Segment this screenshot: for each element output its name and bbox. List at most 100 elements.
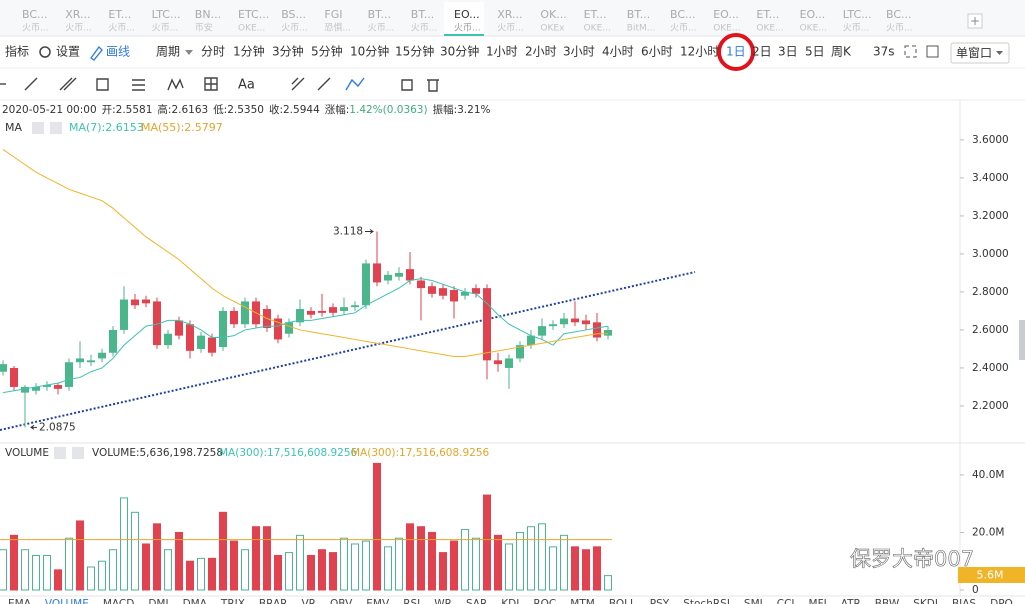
indicator-tab[interactable]: MFI — [809, 598, 827, 604]
window-select[interactable] — [950, 42, 1010, 64]
interval-button[interactable]: 5日 — [805, 45, 825, 59]
indicator-tab[interactable]: MACD — [103, 598, 134, 604]
interval-button[interactable]: 分时 — [201, 45, 225, 59]
candle-body — [65, 362, 73, 387]
drawing-tool[interactable] — [24, 77, 38, 91]
indicator-tab[interactable]: RSI — [403, 598, 420, 604]
interval-button[interactable]: 1日 — [726, 45, 746, 59]
interval-button[interactable]: 3分钟 — [272, 44, 304, 59]
drawing-tool[interactable] — [59, 77, 77, 91]
drawing-tool[interactable] — [96, 78, 109, 91]
volume-legend-value: VOLUME:5,636,198.7258 — [92, 447, 223, 459]
toolbar-button[interactable]: 设置 — [56, 45, 80, 59]
volume-bar — [241, 549, 249, 591]
candle-body — [538, 326, 546, 336]
volume-bar — [373, 462, 381, 591]
interval-button[interactable]: 5分钟 — [311, 44, 343, 59]
drawing-tool[interactable] — [427, 79, 439, 92]
drawing-tool-text[interactable]: Aa — [238, 78, 255, 93]
trend-line[interactable] — [0, 271, 696, 431]
indicator-tab[interactable]: VR — [301, 598, 315, 604]
candle-body — [362, 263, 370, 306]
y-tick-label: 3.2000 — [972, 210, 1009, 222]
eye-icon[interactable] — [54, 447, 66, 459]
tab-subtitle: BitM... — [627, 24, 656, 34]
interval-button[interactable]: 2小时 — [525, 45, 557, 59]
drawing-tool[interactable] — [345, 77, 365, 91]
interval-button[interactable]: 3小时 — [563, 45, 595, 59]
indicator-tab[interactable]: SKDJ — [913, 598, 938, 604]
y-tick-label: 2.2000 — [972, 400, 1009, 412]
candle-body — [505, 358, 513, 368]
caret — [996, 51, 1003, 55]
interval-button[interactable]: 4小时 — [602, 45, 634, 59]
indicator-tab[interactable]: BBW — [875, 598, 900, 604]
indicator-tab[interactable]: ATR — [841, 598, 861, 604]
indicator-tab[interactable]: WR — [434, 598, 452, 604]
add-tab[interactable] — [967, 13, 983, 29]
info-low: 低:2.5350 — [213, 103, 264, 116]
indicator-tab[interactable]: EMV — [366, 598, 390, 604]
toolbar-button[interactable]: 周期 — [156, 45, 180, 59]
scroll-handle[interactable] — [1019, 320, 1025, 360]
volume-bar — [571, 546, 579, 591]
indicator-tab[interactable]: KDJ — [501, 598, 519, 604]
interval-button[interactable]: 15分钟 — [395, 44, 434, 59]
indicator-tab[interactable]: DMA — [183, 598, 208, 604]
close-icon[interactable] — [72, 447, 84, 459]
drawing-tool[interactable] — [132, 79, 145, 91]
interval-button[interactable]: 1分钟 — [233, 44, 265, 59]
tab-subtitle: 火币... — [281, 23, 308, 34]
volume-bar — [32, 554, 40, 591]
interval-button[interactable]: 1小时 — [486, 45, 518, 59]
indicator-tab[interactable]: BIAS — [952, 598, 976, 604]
popout-icon[interactable] — [926, 45, 939, 58]
interval-button[interactable]: 10分钟 — [350, 44, 389, 59]
interval-button[interactable]: 3日 — [778, 45, 798, 59]
indicator-tab[interactable]: ROC — [533, 598, 556, 604]
close-icon[interactable] — [50, 122, 62, 134]
tab[interactable] — [444, 2, 484, 36]
drawing-tool[interactable] — [401, 79, 413, 91]
toolbar-button[interactable]: 指标 — [5, 44, 29, 59]
indicator-tab[interactable]: BOLL — [609, 598, 636, 604]
fullscreen-icon[interactable] — [904, 45, 917, 58]
volume-bar — [417, 526, 425, 591]
interval-button[interactable]: 2日 — [752, 45, 772, 59]
drawing-tool[interactable] — [291, 77, 305, 91]
interval-button[interactable]: 12小时 — [680, 45, 719, 59]
candle-body — [604, 329, 612, 336]
indicator-tab[interactable]: SMI — [744, 598, 763, 604]
candle-body — [54, 385, 62, 389]
toolbar-button[interactable]: 画线 — [106, 45, 130, 59]
volume-bar — [296, 534, 304, 591]
indicator-tab[interactable]: OBV — [330, 598, 353, 604]
drawing-tool[interactable] — [317, 77, 331, 91]
tab-subtitle: 火币... — [886, 23, 913, 34]
indicator-tab[interactable]: DMI — [148, 598, 168, 604]
drawing-tool[interactable] — [204, 77, 218, 91]
watermark-text: 保罗大帝007 — [850, 547, 974, 571]
interval-button[interactable]: 周K — [831, 45, 852, 59]
indicator-tab[interactable]: PSY — [650, 598, 670, 604]
indicator-tab[interactable]: CCI — [777, 598, 795, 604]
indicator-tab[interactable]: SAR — [466, 598, 487, 604]
interval-button[interactable]: 30分钟 — [440, 44, 479, 59]
tab-title: BT... — [627, 8, 650, 21]
interval-button[interactable]: 6小时 — [641, 45, 673, 59]
indicator-tab[interactable]: EMA — [8, 598, 32, 604]
indicator-tab[interactable]: BRAR — [259, 598, 288, 604]
drawing-tool[interactable] — [167, 78, 184, 91]
volume-badge-text: 5.6M — [977, 569, 1004, 582]
indicator-tab[interactable]: StochRSI — [683, 598, 730, 604]
tab-subtitle: 火币... — [454, 23, 481, 34]
indicator-tab[interactable]: DPO — [990, 598, 1013, 604]
candle-body — [384, 274, 392, 281]
indicator-tab[interactable]: TRIX — [220, 598, 245, 604]
indicator-tab[interactable]: MTM — [570, 598, 595, 604]
arrow — [30, 424, 37, 430]
eye-icon[interactable] — [32, 122, 44, 134]
indicator-tab[interactable]: VOLUME — [45, 598, 89, 604]
tab-title: BS... — [281, 8, 306, 21]
